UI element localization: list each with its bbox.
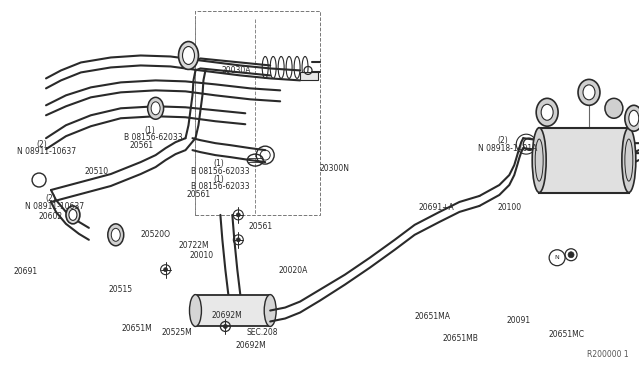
Text: 20692M: 20692M (236, 341, 267, 350)
Text: 20691+A: 20691+A (419, 203, 454, 212)
Ellipse shape (541, 104, 553, 120)
Text: SEC.208: SEC.208 (246, 328, 278, 337)
Text: 20651MC: 20651MC (548, 330, 584, 339)
Text: 20692M: 20692M (212, 311, 243, 320)
Text: 20651MA: 20651MA (414, 312, 451, 321)
Ellipse shape (148, 97, 164, 119)
Ellipse shape (108, 224, 124, 246)
Text: 20030A: 20030A (221, 66, 251, 75)
Ellipse shape (629, 110, 639, 126)
Text: 20525M: 20525M (162, 328, 193, 337)
Ellipse shape (625, 105, 640, 131)
Text: 20722M: 20722M (179, 241, 209, 250)
Text: N 08911-10637: N 08911-10637 (17, 147, 76, 156)
Text: 20520O: 20520O (140, 230, 170, 239)
Text: 20010: 20010 (189, 251, 213, 260)
Text: B 08156-62033: B 08156-62033 (191, 182, 250, 191)
Text: N 08918-1401A: N 08918-1401A (478, 144, 538, 153)
Circle shape (568, 252, 574, 258)
Ellipse shape (622, 128, 636, 192)
Text: 20300N: 20300N (320, 164, 350, 173)
Text: 20515: 20515 (108, 285, 132, 294)
Ellipse shape (182, 46, 195, 64)
Bar (300, 73, 318, 80)
Text: N 08911-10637: N 08911-10637 (26, 202, 84, 211)
Text: (2): (2) (497, 136, 508, 145)
Ellipse shape (189, 295, 202, 327)
Text: R200000 1: R200000 1 (588, 350, 629, 359)
Ellipse shape (264, 295, 276, 327)
Text: N: N (555, 255, 559, 260)
Text: B 08156-62033: B 08156-62033 (124, 133, 182, 142)
Ellipse shape (578, 79, 600, 105)
Text: (1): (1) (145, 126, 156, 135)
Bar (539, 128, 629, 193)
Ellipse shape (605, 98, 623, 118)
Text: 20651M: 20651M (121, 324, 152, 333)
Text: B 08156-62033: B 08156-62033 (191, 167, 250, 176)
Ellipse shape (179, 42, 198, 70)
Text: (1): (1) (213, 159, 223, 168)
Ellipse shape (583, 85, 595, 100)
Circle shape (236, 213, 240, 217)
Text: (2): (2) (36, 140, 47, 149)
Text: 20602: 20602 (38, 212, 62, 221)
Text: 20561: 20561 (186, 190, 210, 199)
Circle shape (223, 324, 227, 328)
Text: 20510: 20510 (84, 167, 108, 176)
Ellipse shape (532, 128, 546, 192)
Ellipse shape (66, 206, 80, 224)
Ellipse shape (536, 98, 558, 126)
Text: 20020A: 20020A (278, 266, 308, 275)
Text: 20561: 20561 (130, 141, 154, 150)
Ellipse shape (69, 209, 77, 220)
Text: 20561: 20561 (248, 221, 273, 231)
Circle shape (164, 268, 168, 272)
Circle shape (236, 238, 240, 242)
Text: (2): (2) (46, 195, 56, 203)
Text: (1): (1) (213, 175, 223, 184)
Text: 20091: 20091 (506, 316, 531, 325)
Bar (195, 11, 320, 215)
Text: 20100: 20100 (497, 203, 522, 212)
Ellipse shape (151, 102, 160, 115)
Bar (195, 295, 270, 327)
Ellipse shape (111, 228, 120, 241)
Text: 20691: 20691 (14, 267, 38, 276)
Text: 20651MB: 20651MB (442, 334, 478, 343)
